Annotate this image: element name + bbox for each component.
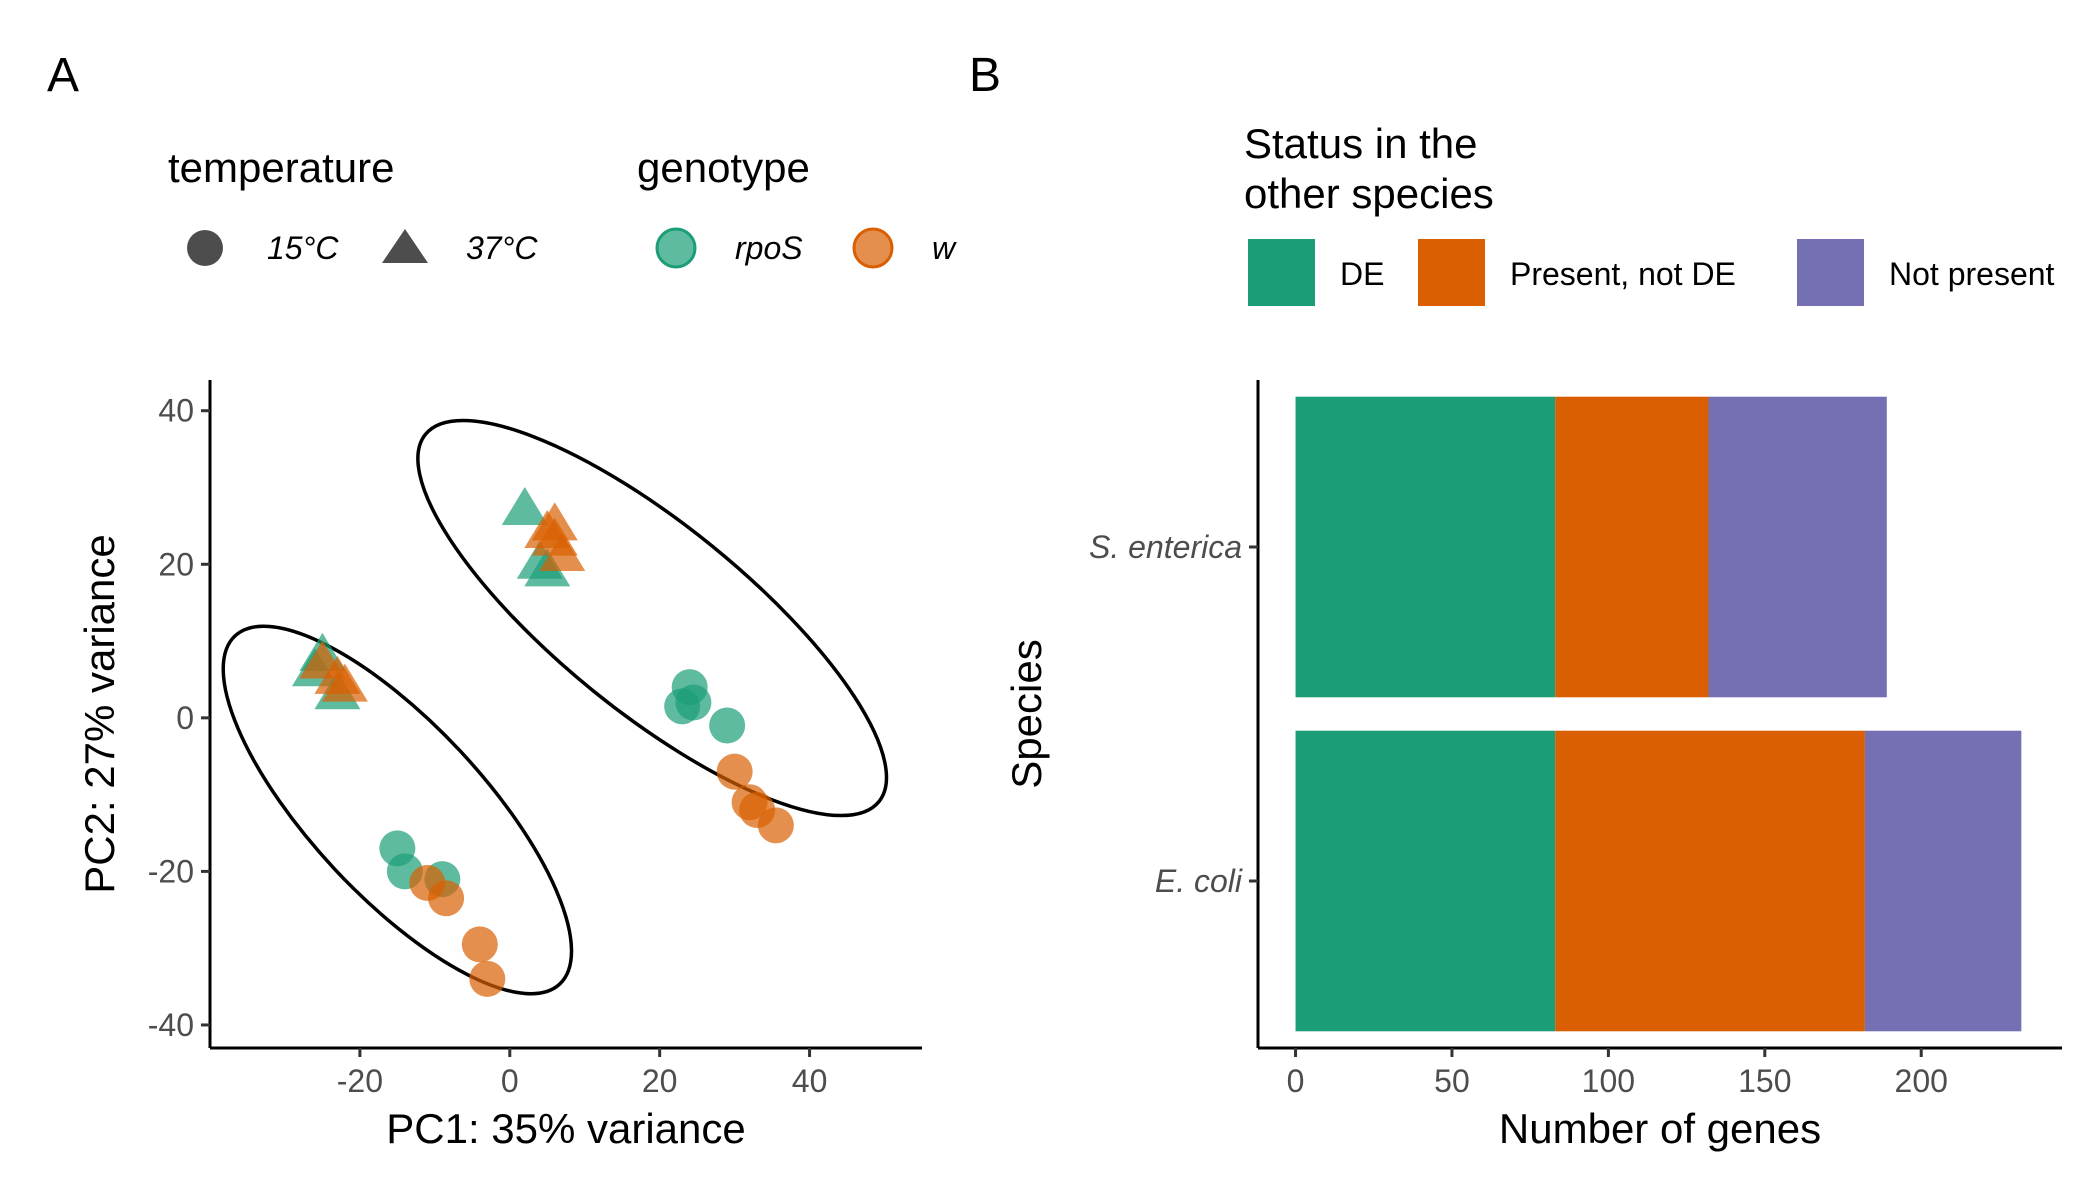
x-axis-title-b: Number of genes bbox=[1499, 1105, 1821, 1152]
x-tick-label: 200 bbox=[1895, 1063, 1948, 1099]
cluster-outline-2 bbox=[416, 418, 889, 818]
legend-label-present-not-de: Present, not DE bbox=[1510, 256, 1736, 292]
legend-key-37c bbox=[382, 229, 428, 263]
y-tick-label: 0 bbox=[176, 700, 194, 736]
legend-status-keys: DE Present, not DE Not present bbox=[1248, 239, 2055, 306]
point-wt-15-c bbox=[461, 926, 498, 963]
x-tick-label: 100 bbox=[1582, 1063, 1635, 1099]
y-ticks-a: -40 -20 0 20 40 bbox=[148, 393, 210, 1043]
bar-e-coli-de bbox=[1295, 730, 1556, 1032]
y-tick-label-s-enterica: S. enterica bbox=[1089, 529, 1242, 565]
legend-label-de: DE bbox=[1340, 256, 1384, 292]
legend-label-rpos: rpoS bbox=[735, 230, 803, 266]
point-rpos-37-c bbox=[501, 486, 548, 525]
y-tick-label: -40 bbox=[148, 1007, 194, 1043]
bar-e-coli-present-not-de bbox=[1555, 730, 1865, 1032]
x-ticks-a: -20 0 20 40 bbox=[337, 1048, 828, 1099]
legend-label-37c: 37°C bbox=[466, 230, 538, 266]
y-tick-label: 40 bbox=[158, 393, 194, 429]
x-tick-label: 150 bbox=[1738, 1063, 1791, 1099]
x-ticks-b: 0 50 100 150 200 bbox=[1287, 1048, 1948, 1099]
point-wt-37-c bbox=[321, 663, 368, 702]
point-wt-15-c bbox=[428, 880, 465, 917]
cluster-outline-1 bbox=[221, 624, 574, 996]
panel-label-b: B bbox=[969, 49, 1001, 102]
x-tick-label: 20 bbox=[642, 1063, 678, 1099]
legend-label-not-present: Not present bbox=[1889, 256, 2055, 292]
cluster-outlines bbox=[221, 418, 889, 996]
x-tick-label: -20 bbox=[337, 1063, 383, 1099]
legend-status-title-line1: Status in the bbox=[1244, 120, 1477, 167]
legend-key-de bbox=[1248, 239, 1315, 306]
point-wt-37-c bbox=[531, 517, 578, 556]
legend-temperature-title: temperature bbox=[168, 144, 394, 191]
legend-genotype-title: genotype bbox=[637, 144, 810, 191]
point-wt-15-c bbox=[469, 960, 506, 997]
point-wt-15-c bbox=[757, 807, 794, 844]
point-rpos-15-c bbox=[709, 707, 746, 744]
stacked-bars bbox=[1295, 396, 2022, 1032]
pca-points bbox=[291, 486, 794, 997]
y-ticks-b: S. enterica E. coli bbox=[1089, 529, 1258, 899]
legend-label-wt: w bbox=[932, 230, 957, 266]
legend-key-wt bbox=[852, 227, 894, 269]
y-tick-label: 20 bbox=[158, 546, 194, 582]
pca-plot: -20 0 20 40 -40 -20 0 20 40 PC1: 35% variance P… bbox=[76, 380, 922, 1152]
bar-s-enterica-de bbox=[1295, 396, 1556, 698]
x-tick-label: 40 bbox=[792, 1063, 828, 1099]
legend-key-not-present bbox=[1797, 239, 1864, 306]
x-axis-title-a: PC1: 35% variance bbox=[386, 1105, 746, 1152]
y-tick-label-e-coli: E. coli bbox=[1155, 863, 1243, 899]
x-tick-label: 50 bbox=[1434, 1063, 1470, 1099]
bar-e-coli-not-present bbox=[1864, 730, 2022, 1032]
panel-label-a: A bbox=[47, 49, 79, 102]
legend-key-rpos bbox=[655, 227, 697, 269]
bar-s-enterica-not-present bbox=[1708, 396, 1887, 698]
point-rpos-15-c bbox=[675, 684, 712, 721]
stacked-bar-plot: 0 50 100 150 200 S. enterica E. coli Number o… bbox=[1003, 380, 2062, 1152]
x-tick-label: 0 bbox=[501, 1063, 519, 1099]
point-wt-15-c bbox=[716, 753, 753, 790]
legend-label-15c: 15°C bbox=[267, 230, 339, 266]
legend-b: Status in the other species DE Present, n… bbox=[1244, 120, 2055, 306]
y-tick-label: -20 bbox=[148, 853, 194, 889]
x-tick-label: 0 bbox=[1287, 1063, 1305, 1099]
y-axis-title-b: Species bbox=[1003, 639, 1050, 788]
legend-status-title-line2: other species bbox=[1244, 170, 1494, 217]
legend-key-15c bbox=[187, 230, 223, 266]
legend-key-present-not-de bbox=[1418, 239, 1485, 306]
legend-a: temperature 15°C 37°C genotype rpoS w bbox=[168, 144, 957, 269]
bar-s-enterica-present-not-de bbox=[1555, 396, 1709, 698]
y-axis-title-a: PC2: 27% variance bbox=[76, 534, 123, 894]
